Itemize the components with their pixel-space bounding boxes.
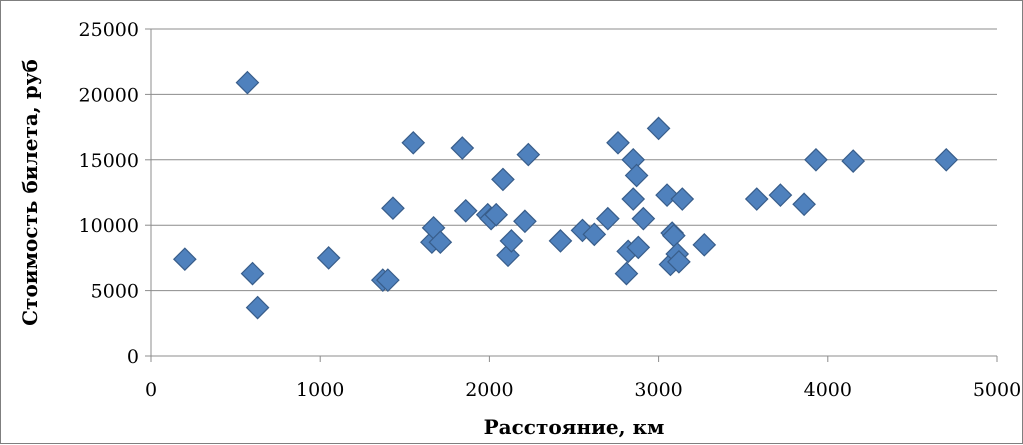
- data-point-40: [667, 249, 691, 274]
- data-point-45: [792, 192, 816, 217]
- data-point-33: [631, 206, 656, 231]
- y-axis-ticks: 0 5000 10000 15000 20000 25000: [79, 19, 139, 368]
- y-tick-label-2: 10000: [79, 215, 139, 237]
- data-point-19: [499, 229, 524, 253]
- data-point-46: [804, 147, 828, 172]
- data-point-17: [491, 167, 515, 192]
- y-tick-label-0: 0: [127, 346, 139, 368]
- x-axis-title: Расстояние, км: [484, 415, 665, 439]
- data-point-47: [841, 149, 866, 173]
- data-point-20: [513, 209, 537, 234]
- data-point-4: [316, 246, 341, 270]
- data-point-29: [621, 187, 646, 211]
- data-point-48: [934, 147, 959, 172]
- data-point-8: [401, 130, 426, 155]
- data-point-2: [240, 261, 265, 286]
- data-point-44: [768, 183, 793, 207]
- data-point-34: [646, 116, 671, 141]
- x-tick-label-5: 5000: [973, 379, 1021, 401]
- x-tick-label-1: 1000: [296, 379, 344, 401]
- data-point-0: [172, 247, 197, 272]
- data-point-41: [670, 187, 695, 211]
- data-point-26: [606, 130, 630, 155]
- data-point-31: [624, 163, 649, 188]
- x-tick-label-0: 0: [145, 379, 157, 401]
- data-point-21: [516, 142, 541, 167]
- y-tick-label-1: 5000: [91, 281, 139, 303]
- y-tick-label-5: 25000: [79, 19, 139, 41]
- data-point-11: [428, 230, 453, 255]
- data-point-24: [582, 222, 607, 247]
- data-point-16: [484, 202, 509, 227]
- data-point-25: [595, 206, 620, 231]
- y-tick-label-3: 15000: [79, 150, 139, 172]
- data-point-13: [453, 198, 478, 223]
- x-tick-label-4: 4000: [804, 379, 852, 401]
- data-point-32: [626, 235, 651, 260]
- axes: [145, 28, 998, 362]
- data-point-22: [548, 229, 573, 253]
- y-axis-title: Стоимость билета, руб: [18, 59, 42, 326]
- gridlines: [151, 28, 997, 292]
- y-tick-label-4: 20000: [79, 84, 139, 106]
- data-point-6: [376, 268, 400, 292]
- data-point-18: [496, 243, 520, 268]
- x-tick-label-2: 2000: [465, 379, 513, 401]
- data-point-7: [381, 196, 405, 221]
- data-points: [172, 70, 959, 320]
- data-point-1: [235, 70, 260, 95]
- data-point-42: [692, 232, 717, 257]
- data-point-43: [744, 187, 769, 211]
- data-point-27: [614, 261, 639, 286]
- x-axis-ticks: 0 1000 2000 3000 4000 5000: [145, 379, 1021, 401]
- x-tick-label-3: 3000: [634, 379, 682, 401]
- data-point-3: [245, 295, 270, 320]
- data-point-12: [450, 136, 475, 160]
